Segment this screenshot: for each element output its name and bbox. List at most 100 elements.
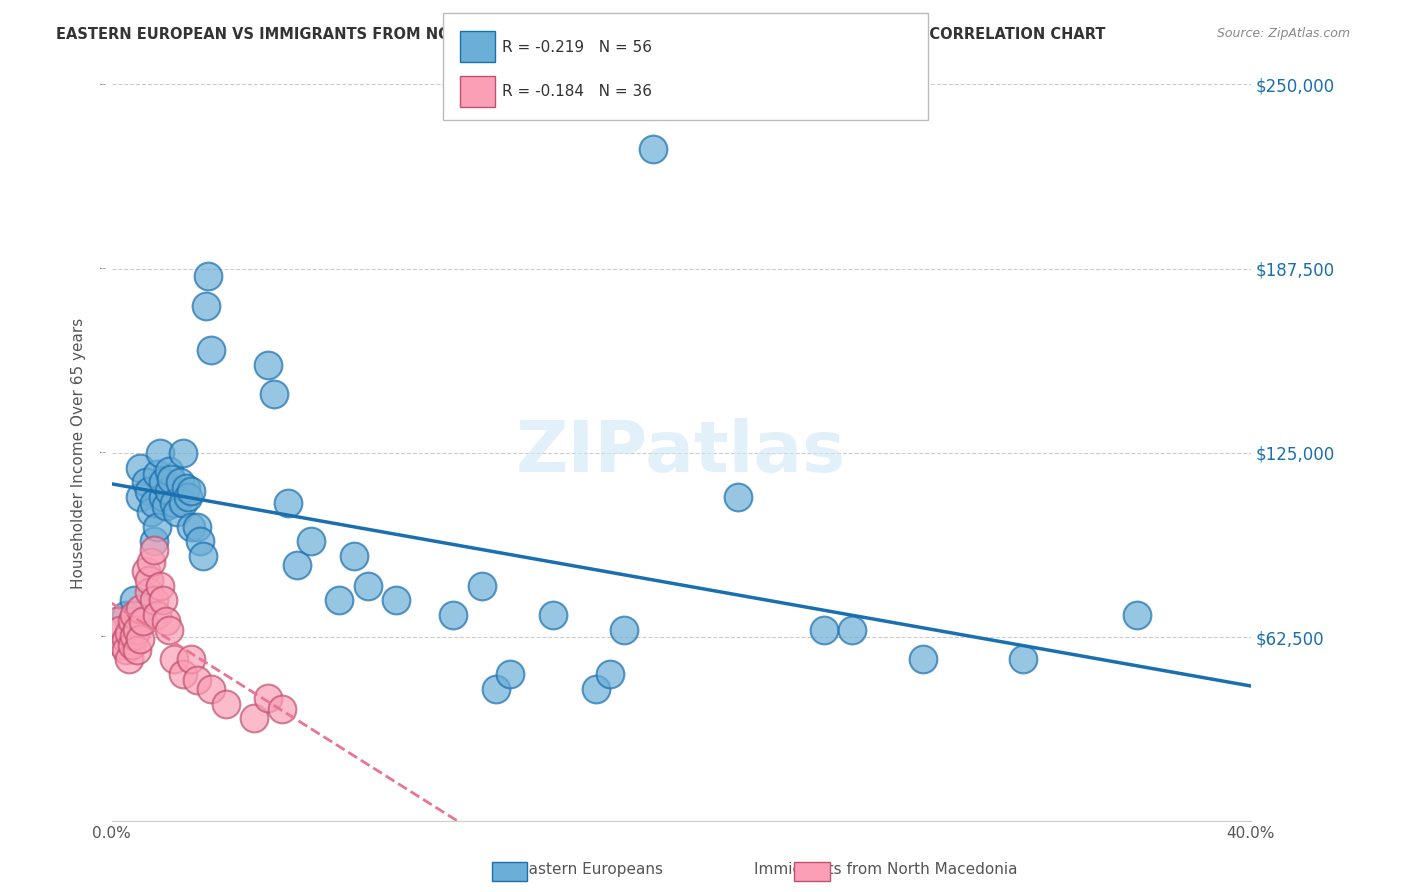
Point (357, 579, 380, 593)
Point (299, 534, 322, 549)
Point (1011, 652, 1033, 666)
Point (111, 638, 134, 652)
Point (191, 549, 214, 563)
Point (172, 496, 194, 510)
Point (912, 652, 935, 666)
Point (499, 667, 522, 681)
Text: Source: ZipAtlas.com: Source: ZipAtlas.com (1216, 27, 1350, 40)
Point (146, 467, 169, 481)
Point (118, 625, 141, 640)
Point (143, 534, 166, 549)
Point (166, 505, 188, 519)
Point (277, 496, 299, 510)
Point (214, 697, 236, 711)
Point (152, 490, 174, 504)
Point (263, 387, 285, 401)
Point (127, 643, 149, 657)
Point (613, 623, 636, 637)
Point (127, 623, 149, 637)
Point (177, 490, 200, 504)
Point (138, 584, 160, 599)
Point (129, 490, 152, 504)
Point (124, 593, 146, 607)
Text: R = -0.184   N = 36: R = -0.184 N = 36 (502, 85, 652, 99)
Point (129, 460, 152, 475)
Point (385, 593, 408, 607)
Point (1125, 608, 1147, 623)
Point (174, 481, 197, 495)
Point (441, 608, 464, 623)
Point (599, 667, 621, 681)
Point (157, 464, 180, 478)
Point (727, 490, 749, 504)
Point (163, 652, 186, 666)
Point (132, 614, 155, 628)
Point (152, 475, 174, 490)
Point (160, 473, 183, 487)
Point (343, 549, 366, 563)
Point (141, 505, 163, 519)
Point (188, 534, 211, 549)
Point (129, 632, 152, 646)
Point (186, 673, 208, 687)
Text: ZIPatlas: ZIPatlas (516, 418, 846, 487)
Point (105, 614, 128, 628)
Point (135, 564, 157, 578)
Point (186, 519, 208, 533)
Point (118, 652, 141, 666)
Point (143, 543, 166, 558)
Point (257, 690, 280, 705)
Point (485, 681, 508, 696)
Point (641, 142, 664, 156)
Point (271, 702, 294, 716)
Point (163, 496, 186, 510)
Text: Eastern Europeans: Eastern Europeans (519, 863, 662, 877)
Point (121, 638, 143, 652)
Point (141, 555, 163, 569)
Point (108, 623, 131, 637)
Point (172, 446, 194, 460)
Y-axis label: Householder Income Over 65 years: Householder Income Over 65 years (72, 318, 86, 589)
Point (152, 593, 174, 607)
Point (115, 608, 138, 623)
Point (194, 299, 217, 313)
Point (143, 496, 166, 510)
Point (841, 623, 863, 637)
Point (157, 623, 180, 637)
Point (129, 602, 152, 616)
Text: EASTERN EUROPEAN VS IMMIGRANTS FROM NORTH MACEDONIA HOUSEHOLDER INCOME OVER 65 Y: EASTERN EUROPEAN VS IMMIGRANTS FROM NORT… (56, 27, 1105, 42)
Point (149, 446, 172, 460)
Point (471, 579, 494, 593)
Point (115, 632, 138, 646)
Point (155, 614, 177, 628)
Point (541, 608, 564, 623)
Point (180, 484, 202, 499)
Point (124, 608, 146, 623)
Point (121, 614, 143, 628)
Point (149, 579, 172, 593)
Point (138, 573, 160, 587)
Point (135, 475, 157, 490)
Point (157, 484, 180, 499)
Point (585, 681, 607, 696)
Point (243, 711, 266, 725)
Point (115, 643, 138, 657)
Point (285, 558, 308, 572)
Point (169, 475, 191, 490)
Point (180, 519, 202, 533)
Point (200, 343, 222, 357)
Point (813, 623, 835, 637)
Point (172, 667, 194, 681)
Point (197, 268, 219, 283)
Text: Immigrants from North Macedonia: Immigrants from North Macedonia (754, 863, 1018, 877)
Point (146, 608, 169, 623)
Point (257, 358, 280, 372)
Point (143, 593, 166, 607)
Point (124, 629, 146, 643)
Point (328, 593, 350, 607)
Point (180, 652, 202, 666)
Point (146, 519, 169, 533)
Text: R = -0.219   N = 56: R = -0.219 N = 56 (502, 40, 652, 54)
Point (155, 499, 177, 513)
Point (138, 484, 160, 499)
